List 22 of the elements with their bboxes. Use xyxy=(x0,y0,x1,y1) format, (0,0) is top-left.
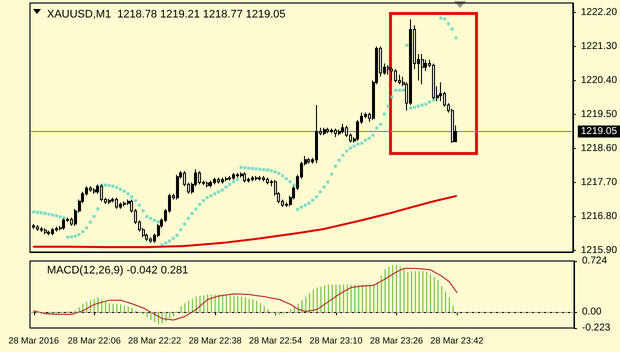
y-tick-label: 0.00 xyxy=(582,306,602,318)
y-tick-label: -0.223 xyxy=(582,322,611,334)
x-tick-label: 28 Mar 2016 xyxy=(8,336,60,346)
ref-line-label: 1219.05 xyxy=(580,126,618,137)
y-tick-label: 1219.50 xyxy=(580,108,618,120)
y-tick-label: 1221.30 xyxy=(580,40,618,52)
y-tick-label: 1216.80 xyxy=(580,210,618,222)
x-tick-label: 28 Mar 22:54 xyxy=(249,336,302,346)
x-tick-label: 28 Mar 23:10 xyxy=(309,336,363,346)
x-tick-label: 28 Mar 23:42 xyxy=(430,336,484,346)
x-tick-label: 28 Mar 23:26 xyxy=(370,336,423,346)
chart-title: MACD(12,26,9) -0.042 0.281 xyxy=(47,264,188,276)
x-tick-label: 28 Mar 22:22 xyxy=(128,336,182,346)
y-tick-label: 1217.70 xyxy=(580,176,618,188)
y-tick-label: 1220.40 xyxy=(580,74,618,86)
text: XAUUSD,M1 1218.78 1219.21 1218.77 1219.05 xyxy=(47,8,286,20)
y-tick-label: 1215.90 xyxy=(580,244,618,256)
y-tick-label: 0.724 xyxy=(582,256,608,266)
x-tick-label: 28 Mar 22:06 xyxy=(68,336,121,346)
x-tick-label: 28 Mar 22:38 xyxy=(188,336,242,346)
y-tick-label: 1218.60 xyxy=(580,142,618,154)
y-tick-label: 1222.20 xyxy=(580,6,618,18)
